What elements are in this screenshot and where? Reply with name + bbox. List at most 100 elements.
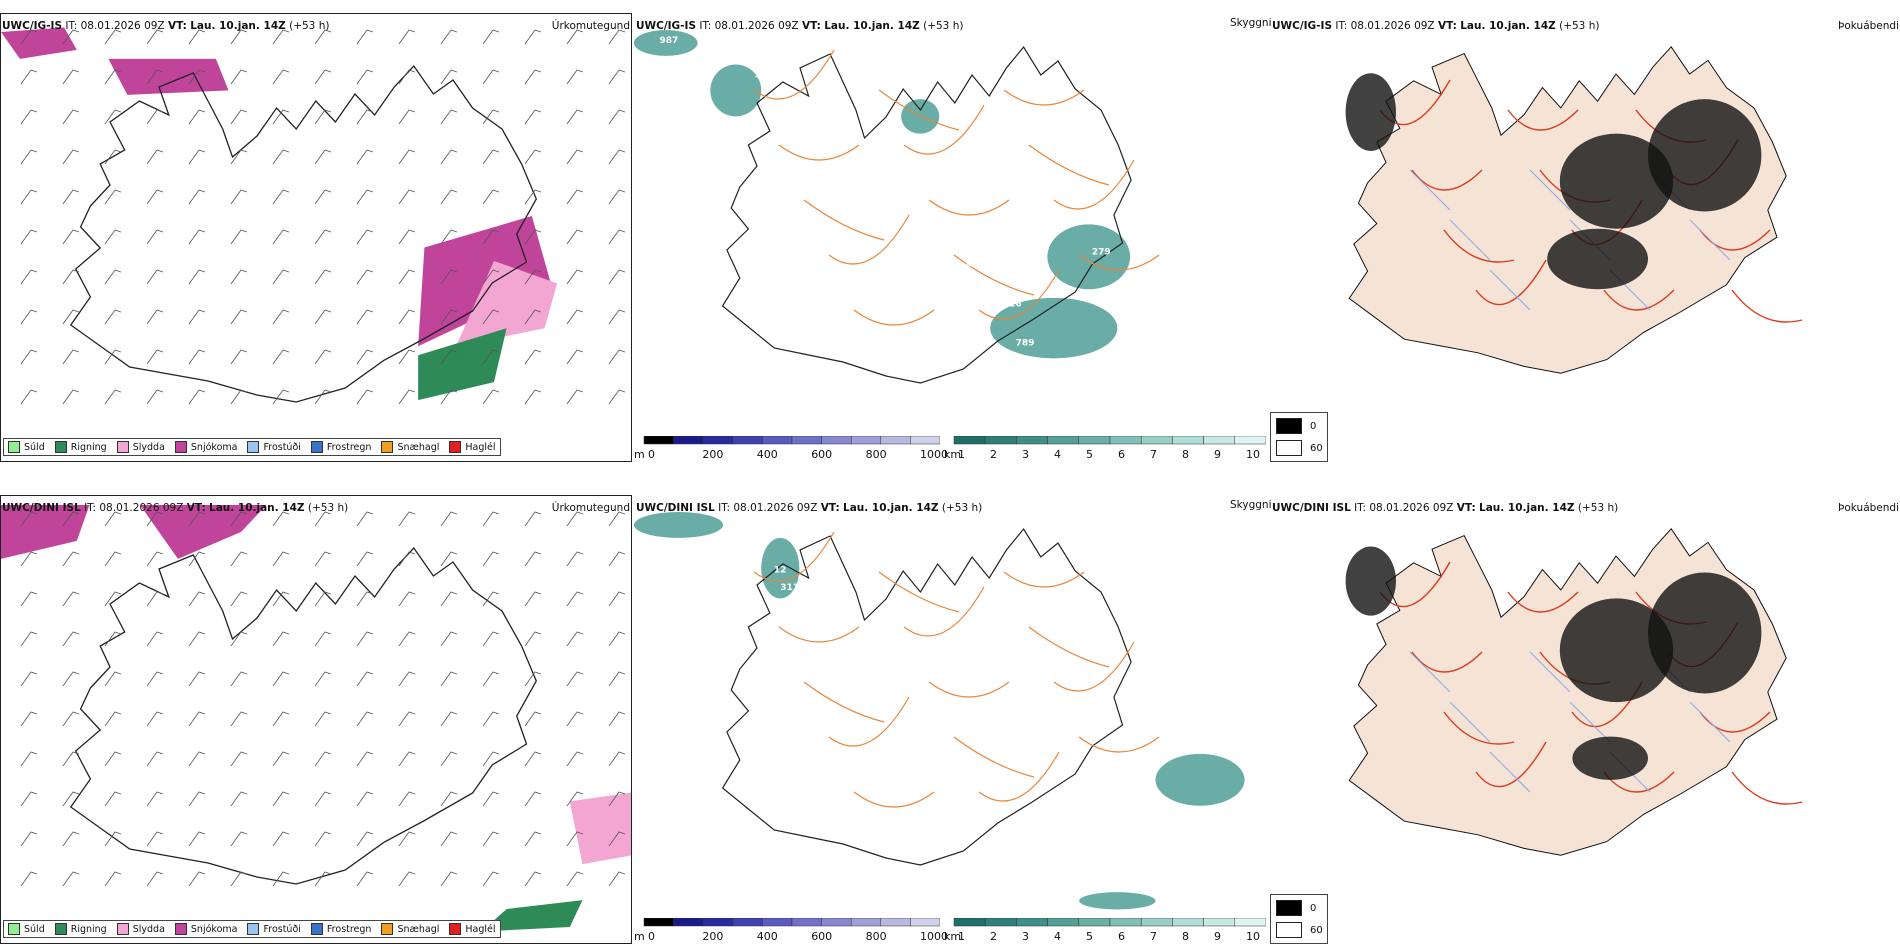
wind-barb-icon (482, 591, 500, 607)
wind-barb-icon (398, 269, 416, 285)
wind-barb-icon (440, 269, 458, 285)
wind-barb-icon (188, 711, 206, 727)
colorbar-cell (762, 436, 793, 445)
road-line (803, 681, 885, 723)
precip-area-rain (481, 900, 583, 932)
wind-barb-icon (20, 551, 38, 567)
wind-barb-icon (398, 871, 416, 887)
visibility-colorbar-row2: km 1 2 3 4 5 6 7 8 9 10 (944, 918, 1266, 946)
wind-barb-icon (314, 109, 332, 125)
colorbar-unit: km (944, 930, 962, 943)
wind-barb-icon (314, 671, 332, 687)
colorbar-cell (1016, 436, 1048, 445)
wind-barb-icon (230, 389, 248, 405)
precip-map-row2 (1, 504, 631, 932)
wind-barb-icon (314, 149, 332, 165)
wind-barb-icon (482, 189, 500, 205)
wind-barb-icon (398, 711, 416, 727)
wind-barb-icon (314, 511, 332, 527)
wind-barb-icon (20, 671, 38, 687)
road-line (1475, 741, 1547, 788)
wind-barb-icon (566, 149, 584, 165)
wind-barb-icon (440, 309, 458, 325)
legend-swatch (174, 923, 187, 935)
road-line (1507, 591, 1579, 613)
wind-barb-icon (104, 149, 122, 165)
wind-barb-icon (608, 631, 626, 647)
ceiling-label: 426 (1003, 299, 1022, 309)
wind-barb-icon (440, 349, 458, 365)
colorbar-tick: 400 (756, 448, 778, 461)
wind-barb-icon (524, 551, 542, 567)
ceiling-label: 904 (1028, 282, 1047, 292)
wind-barb-icon (146, 591, 164, 607)
wind-barb-icon (230, 711, 248, 727)
legend-label: Frostúði (263, 441, 301, 453)
road-line (1003, 89, 1085, 106)
colorbar-unit: km (944, 448, 962, 461)
wind-barb-icon (356, 831, 374, 847)
road-line (1443, 229, 1515, 263)
wind-barb-icon (608, 871, 626, 887)
wind-barb-icon (272, 29, 290, 45)
wind-barb-icon (62, 149, 80, 165)
river-line (1449, 701, 1491, 743)
colorbar-tick: 4 (1054, 930, 1061, 943)
wind-barb-icon (20, 309, 38, 325)
wind-barb-icon (482, 551, 500, 567)
colorbar-cell (1109, 918, 1142, 927)
wind-barb-icon (524, 711, 542, 727)
wind-barb-icon (608, 69, 626, 85)
wind-barb-icon (356, 871, 374, 887)
legend-item: Snæhagl (381, 923, 439, 935)
colorbar-tick: 6 (1118, 448, 1125, 461)
wind-barb-icon (566, 189, 584, 205)
wind-barb-icon (272, 831, 290, 847)
wind-barb-icon (314, 751, 332, 767)
land-area (1348, 45, 1787, 374)
wind-barb-icon (314, 389, 332, 405)
river-line (1489, 269, 1531, 311)
fog-area (1345, 73, 1396, 151)
precip-area-snow (140, 504, 267, 559)
wind-barb-icon (188, 631, 206, 647)
legend-item: Haglél (449, 441, 496, 453)
wind-barb-icon (566, 631, 584, 647)
legend-label: Rigning (70, 923, 107, 935)
colorbar-cell (880, 436, 911, 445)
wind-barb-icon (482, 871, 500, 887)
legend-item: Slydda (116, 923, 165, 935)
road-line (1699, 229, 1771, 251)
colorbar-tick: 600 (811, 930, 833, 943)
precip-map-row1 (1, 27, 626, 405)
colorbar-tick: 800 (865, 930, 887, 943)
colorbar-tick: 1000 (920, 930, 948, 943)
wind-barb-icon (566, 269, 584, 285)
wind-barb-icon (20, 711, 38, 727)
colorbar-cell (1078, 918, 1111, 927)
colorbar-cell (1172, 918, 1204, 927)
wind-barb-icon (104, 711, 122, 727)
wind-barb-icon (314, 69, 332, 85)
legend-swatch (116, 441, 129, 453)
wind-barb-icon (482, 831, 500, 847)
precip-title-row2: UWC/DINI ISL IT: 08.01.2026 09Z VT: Lau.… (2, 502, 349, 514)
road-line (1053, 641, 1135, 692)
wind-barb-icon (62, 831, 80, 847)
wind-barb-icon (608, 791, 626, 807)
wind-barb-icon (608, 189, 626, 205)
wind-barb-icon (608, 711, 626, 727)
wind-barb-icon (62, 109, 80, 125)
legend-item: Snjókoma (174, 923, 237, 935)
wind-barb-icon (398, 551, 416, 567)
wind-barb-icon (314, 189, 332, 205)
wind-barb-icon (104, 269, 122, 285)
legend-swatch (381, 441, 394, 453)
legend-label: Haglél (465, 923, 496, 935)
river-line (1529, 169, 1571, 211)
road-line (1731, 289, 1803, 323)
visibility-area (634, 512, 724, 538)
legend-label: Slydda (132, 923, 165, 935)
wind-barb-icon (566, 109, 584, 125)
river-line (1449, 219, 1491, 261)
